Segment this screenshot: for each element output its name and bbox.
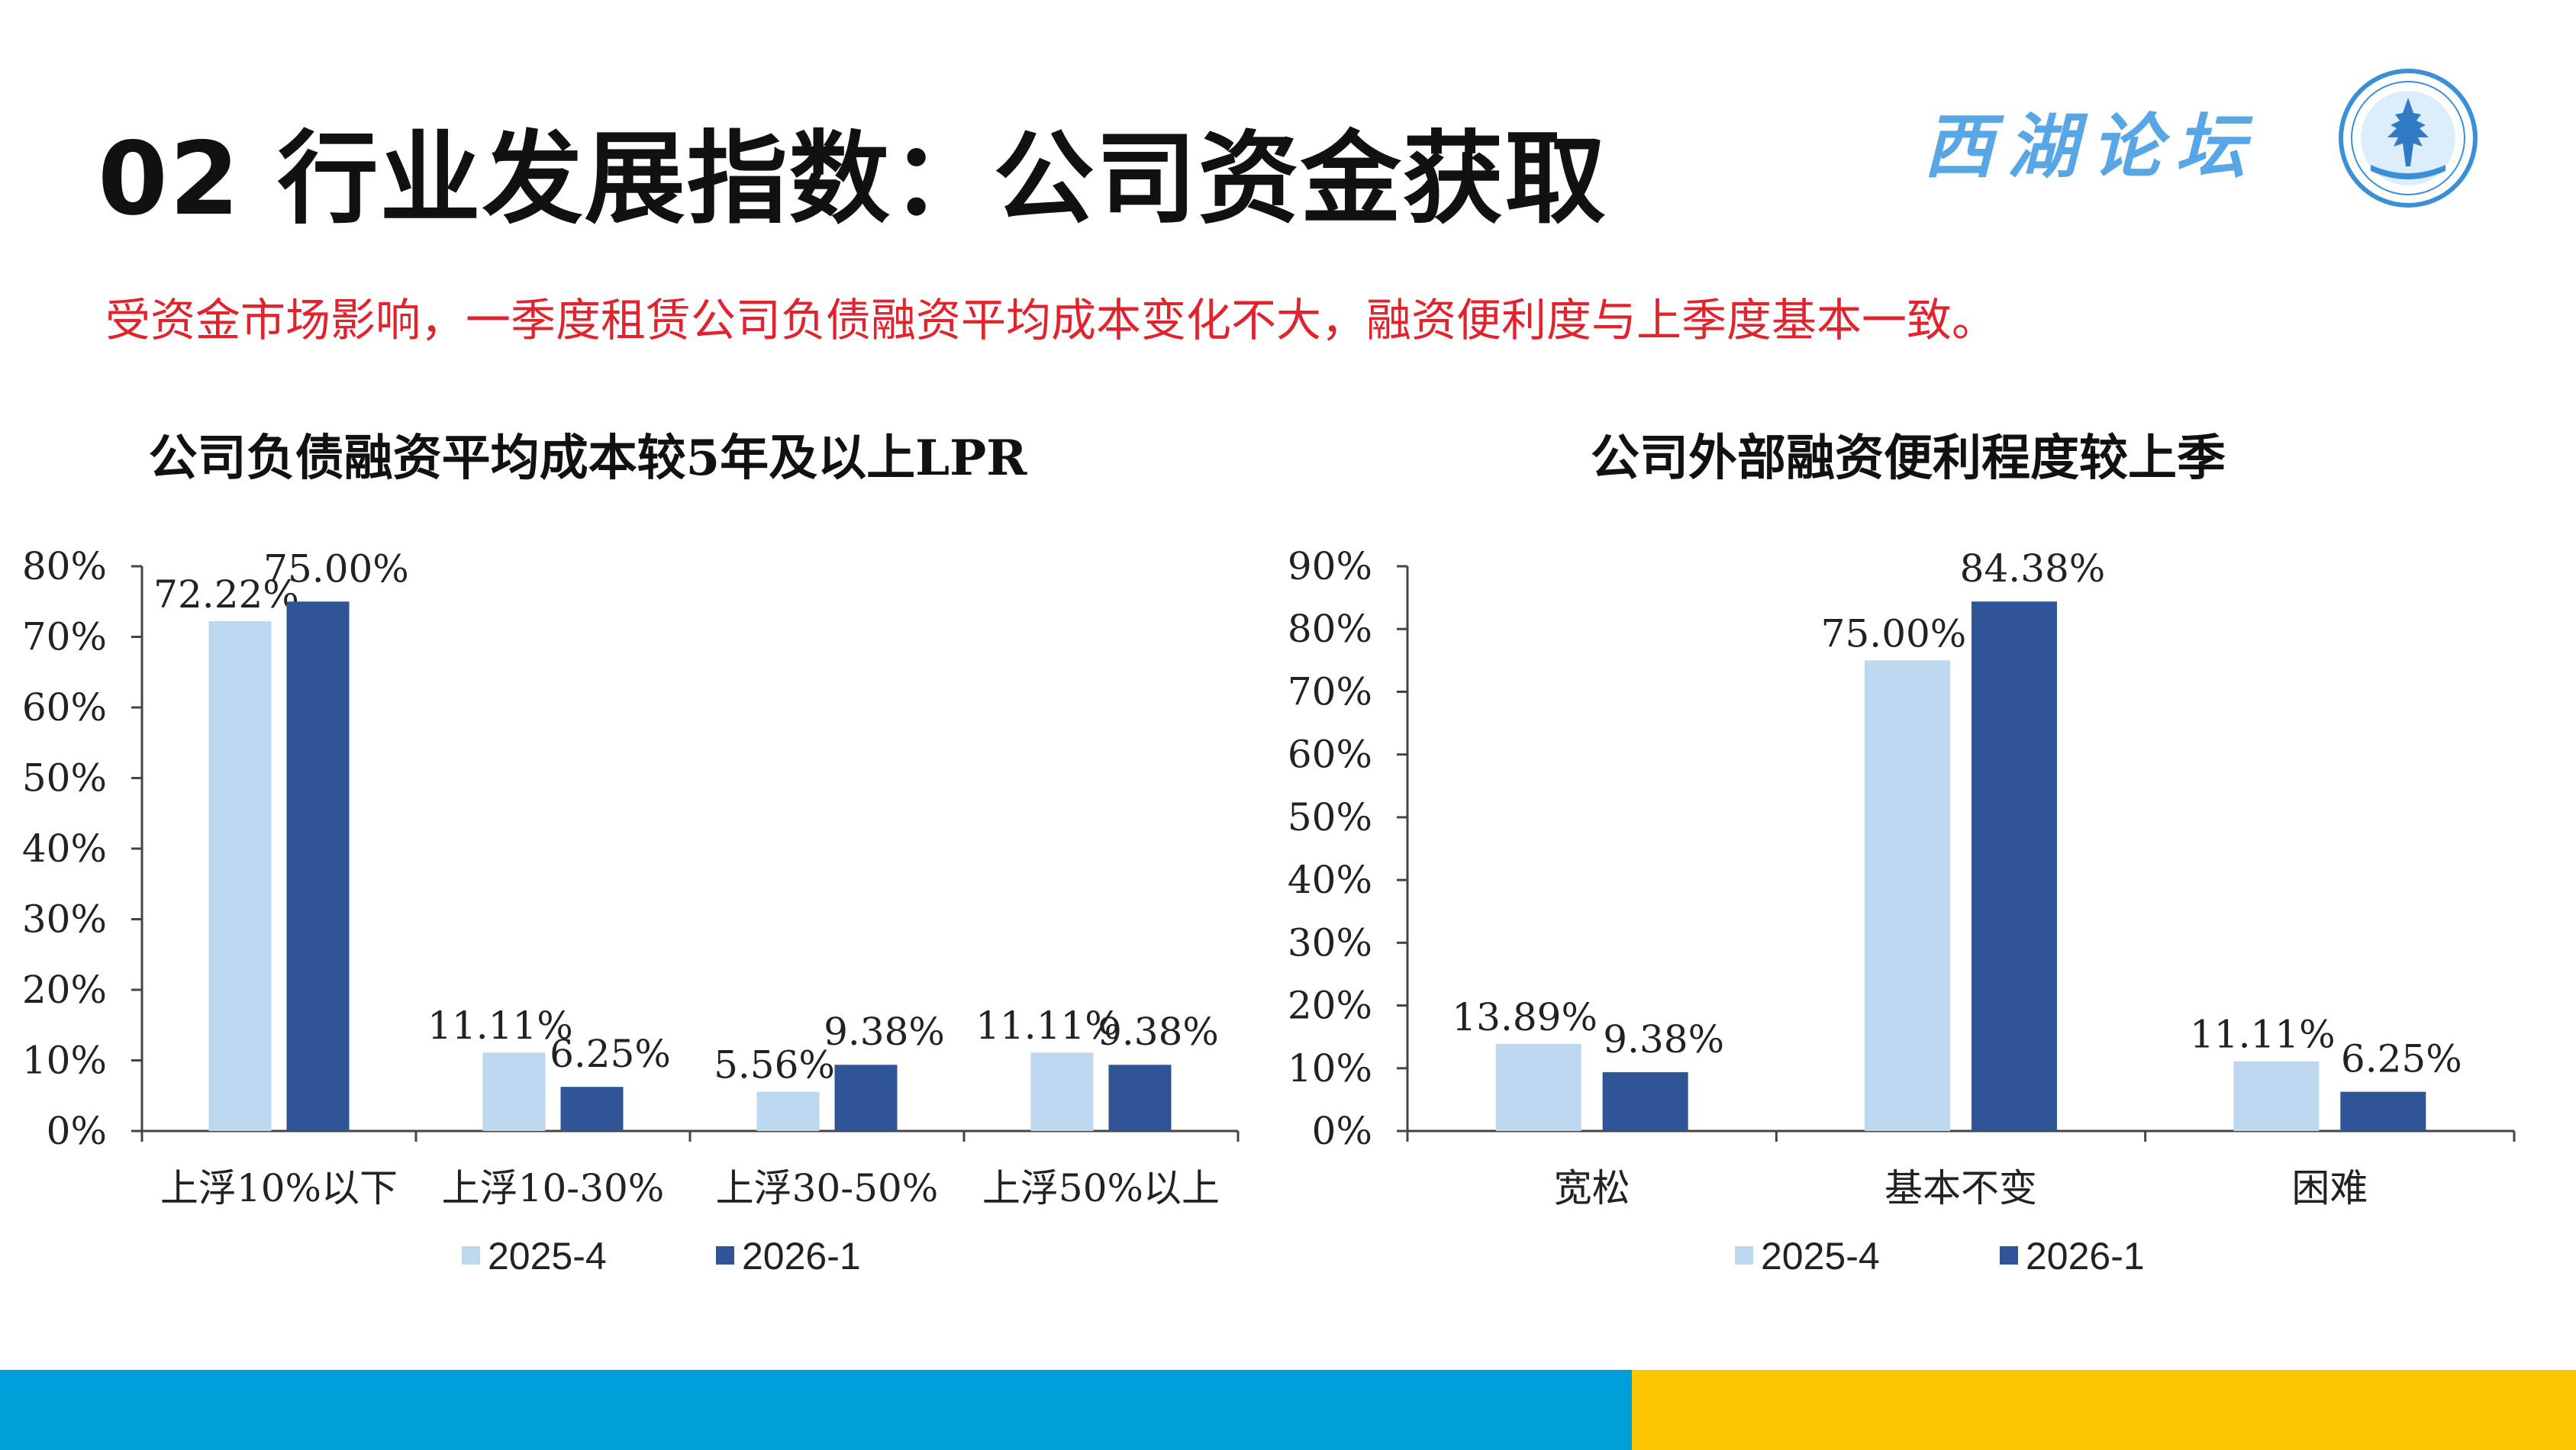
- data-label: 11.11%: [975, 1004, 1121, 1048]
- data-label: 9.38%: [1098, 1010, 1219, 1054]
- bar: [834, 1065, 898, 1131]
- x-tick-label: 上浮10-30%: [442, 1166, 665, 1210]
- y-tick-label: 40%: [1288, 858, 1372, 902]
- data-label: 11.11%: [427, 1004, 573, 1048]
- bar: [560, 1087, 624, 1131]
- y-tick-label: 10%: [1288, 1046, 1372, 1091]
- legend-swatch: [716, 1246, 734, 1265]
- x-tick-label: 上浮10%以下: [160, 1166, 398, 1210]
- y-tick-label: 30%: [1288, 920, 1372, 965]
- y-tick-label: 60%: [22, 685, 107, 730]
- forum-logo-text: 西湖论坛: [1923, 105, 2260, 188]
- bar: [1971, 601, 2057, 1131]
- legend-label: 2026-1: [742, 1235, 861, 1278]
- forum-emblem-icon: [2337, 67, 2479, 209]
- bar: [1602, 1071, 1688, 1131]
- data-label: 5.56%: [714, 1043, 835, 1088]
- bar: [1108, 1065, 1172, 1131]
- chart-title: 公司外部融资便利程度较上季: [1591, 430, 2226, 487]
- footer-bar-yellow: [1632, 1370, 2576, 1450]
- y-tick-label: 10%: [22, 1039, 107, 1083]
- legend-label: 2025-4: [488, 1235, 607, 1278]
- chart-title: 公司负债融资平均成本较5年及以上LPR: [149, 430, 1028, 487]
- y-tick-label: 80%: [1288, 607, 1372, 651]
- x-tick-label: 困难: [2291, 1166, 2368, 1210]
- bar: [1030, 1052, 1094, 1131]
- bar: [1495, 1043, 1581, 1131]
- y-tick-label: 50%: [1288, 795, 1372, 839]
- y-tick-label: 70%: [1288, 669, 1372, 714]
- legend-swatch: [2000, 1246, 2018, 1265]
- x-tick-label: 上浮50%以上: [982, 1166, 1220, 1210]
- y-tick-label: 20%: [1288, 984, 1372, 1028]
- data-label: 6.25%: [2341, 1037, 2462, 1081]
- y-tick-label: 40%: [22, 826, 107, 871]
- x-tick-label: 上浮30-50%: [716, 1166, 939, 1210]
- y-tick-label: 20%: [22, 968, 107, 1012]
- chart-financing-cost: 公司负债融资平均成本较5年及以上LPR 0% 10% 20% 30% 40% 50% 60% 7…: [0, 397, 1267, 1313]
- y-tick-label: 90%: [1288, 544, 1372, 588]
- data-label: 13.89%: [1452, 995, 1598, 1039]
- bar: [1865, 660, 1950, 1131]
- data-label: 6.25%: [550, 1032, 671, 1076]
- data-label: 75.00%: [1821, 611, 1967, 656]
- y-tick-label: 30%: [22, 897, 107, 942]
- data-label: 11.11%: [2190, 1013, 2336, 1057]
- legend-swatch: [462, 1246, 480, 1265]
- x-tick-label: 宽松: [1554, 1166, 1630, 1210]
- y-tick-label: 0%: [47, 1109, 107, 1153]
- footer-bar-blue: [0, 1370, 1632, 1450]
- y-tick-label: 70%: [22, 615, 107, 659]
- summary-text: 受资金市场影响，一季度租赁公司负债融资平均成本变化不大，融资便利度与上季度基本一…: [105, 294, 1997, 346]
- data-label: 9.38%: [824, 1010, 945, 1054]
- data-label: 84.38%: [1960, 546, 2106, 591]
- y-tick-label: 80%: [22, 544, 107, 588]
- bar: [208, 620, 272, 1131]
- page-title: 02 行业发展指数：公司资金获取: [98, 121, 1607, 238]
- bar: [2233, 1061, 2320, 1131]
- y-tick-label: 0%: [1312, 1109, 1372, 1153]
- x-tick-label: 基本不变: [1884, 1166, 2037, 1210]
- data-label: 9.38%: [1603, 1017, 1724, 1062]
- y-tick-label: 60%: [1288, 733, 1372, 777]
- data-label: 75.00%: [263, 546, 409, 591]
- bar: [482, 1052, 546, 1131]
- chart-financing-convenience: 公司外部融资便利程度较上季 0% 10% 20% 30% 40% 50% 60% 70% 80% 9…: [1267, 397, 2576, 1313]
- legend-label: 2026-1: [2026, 1235, 2145, 1278]
- y-tick-label: 50%: [22, 756, 107, 801]
- data-label: 72.22%: [153, 572, 299, 617]
- bar: [286, 601, 350, 1131]
- bar: [2340, 1091, 2426, 1131]
- legend-label: 2025-4: [1761, 1235, 1880, 1278]
- bar: [756, 1091, 820, 1131]
- legend-swatch: [1735, 1246, 1753, 1265]
